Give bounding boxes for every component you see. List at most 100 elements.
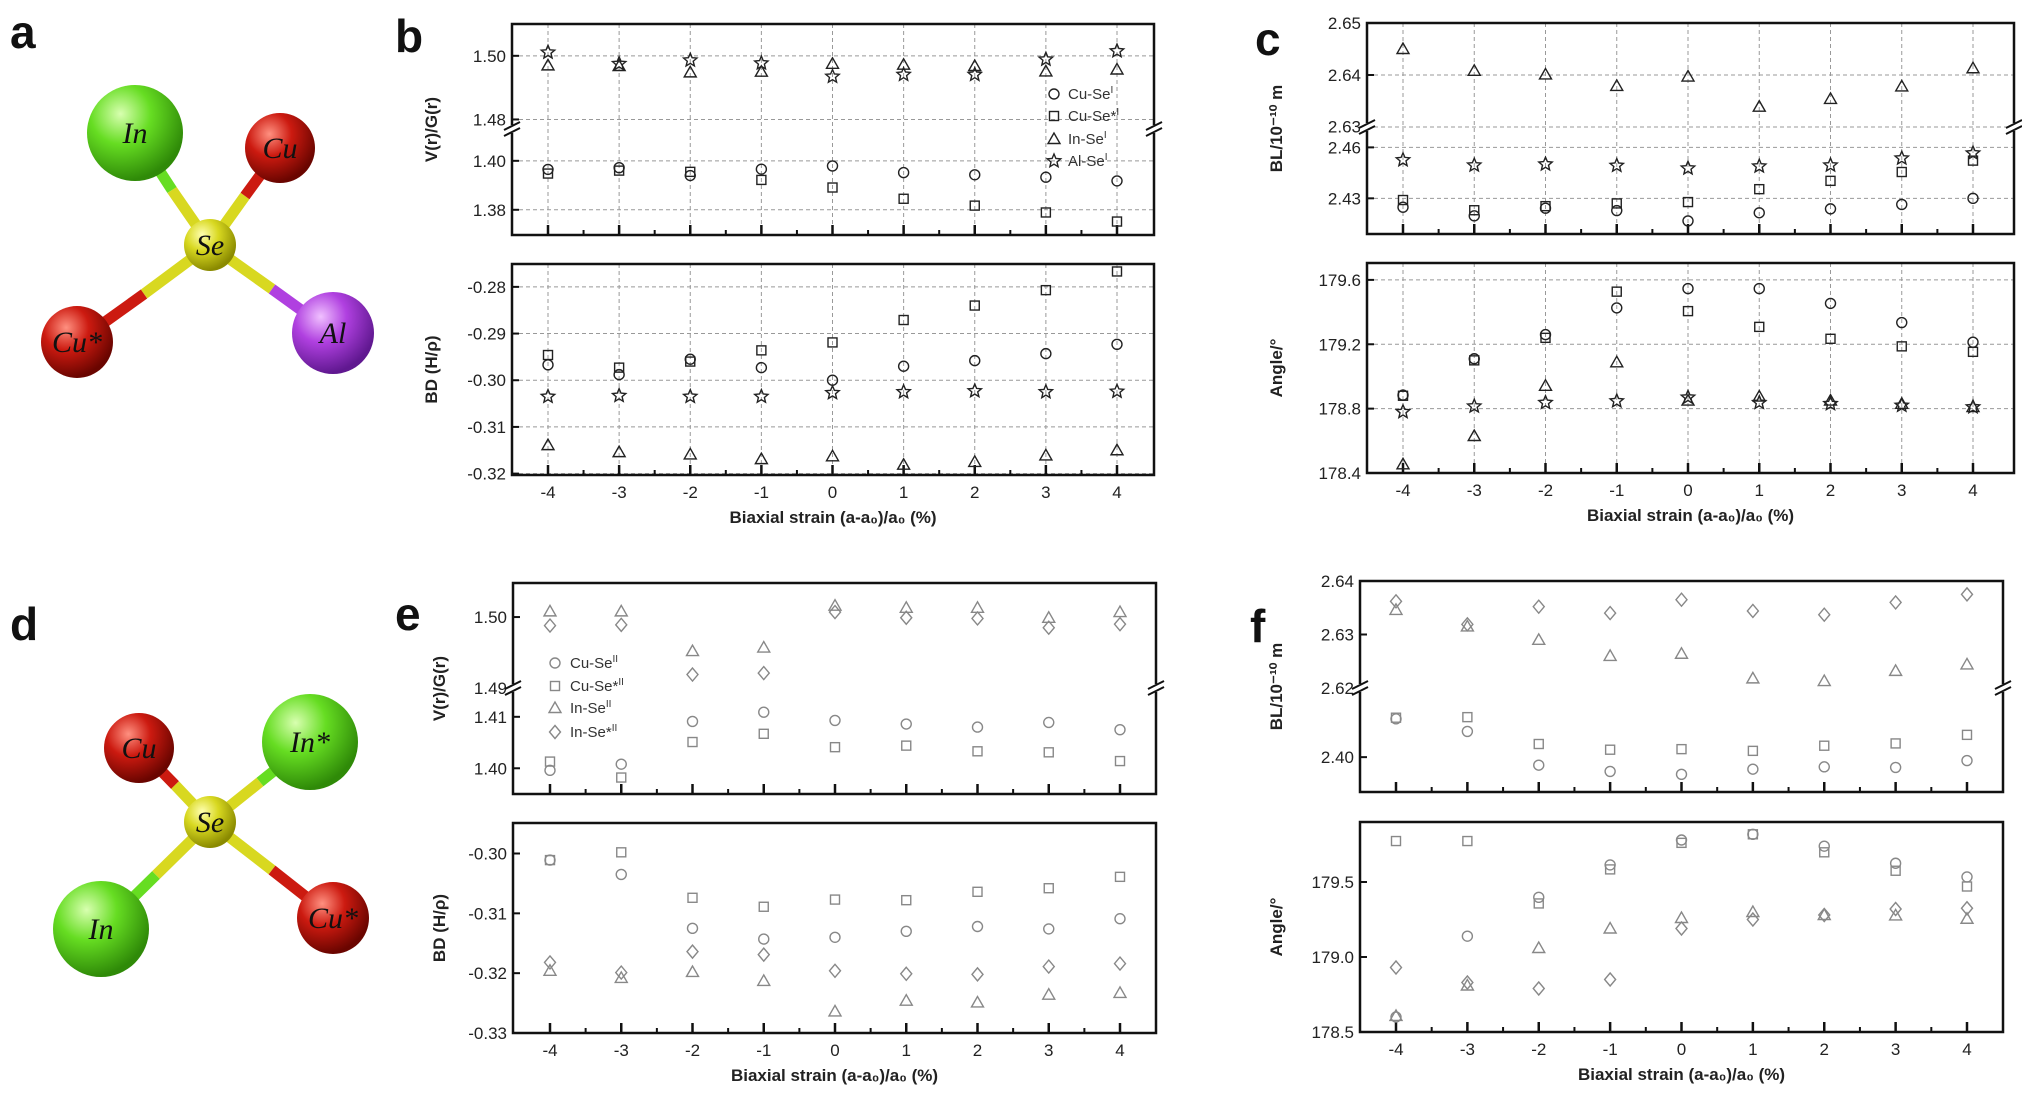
y-tick-label: -0.32 bbox=[467, 465, 506, 484]
data-point bbox=[899, 966, 913, 982]
series-circle bbox=[1390, 828, 1973, 1023]
y-axis-label: V(r)/G(r) bbox=[430, 656, 449, 721]
atom-label: Cu* bbox=[308, 902, 358, 935]
data-point bbox=[1037, 383, 1055, 400]
data-point bbox=[542, 963, 558, 976]
x-tick-label: 4 bbox=[1112, 483, 1121, 502]
data-point bbox=[685, 964, 700, 978]
data-point bbox=[1959, 657, 1975, 670]
series-square bbox=[1390, 711, 1973, 757]
y-tick-label: -0.31 bbox=[468, 904, 507, 923]
atom-al bbox=[292, 292, 374, 374]
data-point bbox=[1967, 192, 1979, 205]
data-point bbox=[686, 944, 699, 960]
data-point bbox=[1750, 393, 1768, 410]
y-tick-label: -0.33 bbox=[468, 1024, 507, 1043]
data-point bbox=[1043, 923, 1055, 935]
data-point bbox=[1114, 755, 1126, 767]
series-triangle bbox=[1395, 41, 1981, 112]
data-point bbox=[1611, 302, 1623, 314]
data-point bbox=[1468, 210, 1480, 222]
data-point bbox=[1818, 840, 1830, 852]
legend-item: Al-SeI bbox=[1045, 152, 1107, 170]
data-point bbox=[970, 995, 985, 1008]
series-triangle bbox=[540, 56, 1125, 78]
atom-label: Se bbox=[196, 229, 224, 262]
data-point bbox=[1611, 198, 1622, 209]
series-square bbox=[542, 165, 1123, 227]
data-point bbox=[542, 349, 554, 361]
atom-in-star bbox=[262, 694, 358, 790]
axis-break-gap bbox=[1147, 125, 1161, 133]
series-star bbox=[1394, 144, 1982, 176]
data-point bbox=[756, 174, 767, 186]
data-point bbox=[1890, 738, 1901, 749]
x-axis-label: Biaxial strain (a-a₀)/a₀ (%) bbox=[729, 508, 936, 527]
data-point bbox=[824, 384, 841, 400]
series-circle bbox=[542, 338, 1123, 386]
x-tick-label: 3 bbox=[1897, 481, 1906, 500]
series-square bbox=[1397, 155, 1979, 216]
plot-frame bbox=[510, 262, 1156, 477]
data-point bbox=[1114, 913, 1126, 925]
x-tick-label: -1 bbox=[1609, 481, 1624, 500]
series-circle bbox=[1390, 713, 1973, 780]
legend-marker-square bbox=[549, 680, 561, 692]
x-tick-label: -2 bbox=[683, 483, 698, 502]
data-point bbox=[1394, 151, 1412, 168]
axis-break-mark bbox=[2005, 125, 2022, 135]
legend-label: Al-SeI bbox=[1068, 152, 1107, 170]
data-point bbox=[966, 382, 984, 399]
data-point bbox=[1109, 442, 1125, 456]
x-tick-label: -3 bbox=[614, 1041, 629, 1060]
data-point bbox=[1964, 144, 1982, 161]
data-point bbox=[614, 970, 629, 984]
data-point bbox=[1042, 959, 1056, 975]
legend-marker-square bbox=[1048, 110, 1060, 122]
legend-name: Al-Se bbox=[1068, 153, 1105, 170]
x-tick-label: 0 bbox=[830, 1041, 839, 1060]
data-point bbox=[539, 387, 557, 404]
data-point bbox=[827, 1004, 843, 1017]
data-point bbox=[895, 65, 913, 82]
data-point bbox=[1467, 63, 1482, 77]
data-point bbox=[1388, 602, 1404, 616]
data-point bbox=[543, 617, 557, 634]
data-point bbox=[542, 168, 554, 179]
atom-label: Cu bbox=[121, 732, 156, 765]
data-point bbox=[1043, 883, 1054, 894]
y-tick-label: -0.31 bbox=[467, 418, 506, 437]
legend-item: Cu-Se*II bbox=[549, 677, 624, 695]
y-tick-label: 1.49 bbox=[474, 679, 507, 698]
data-point bbox=[1460, 616, 1474, 632]
data-point bbox=[540, 57, 556, 71]
y-tick-label: 2.65 bbox=[1328, 14, 1361, 33]
data-point bbox=[1394, 403, 1412, 419]
data-point bbox=[686, 666, 699, 683]
legend-superscript: I bbox=[1105, 152, 1108, 163]
data-point bbox=[1111, 338, 1123, 350]
data-point bbox=[1040, 171, 1052, 183]
y-tick-label: 1.48 bbox=[473, 110, 506, 129]
data-point bbox=[1111, 266, 1123, 277]
data-point bbox=[1896, 316, 1908, 329]
data-point bbox=[827, 598, 843, 611]
subplot-top: 2.64 2.63 2.62 2.40 BL/10⁻¹⁰ m bbox=[1267, 572, 2012, 794]
atom-in bbox=[87, 85, 183, 181]
legend-label: Cu-SeI bbox=[1068, 85, 1113, 103]
data-point bbox=[1964, 398, 1982, 415]
data-point bbox=[756, 345, 767, 356]
data-point bbox=[1754, 183, 1765, 195]
data-point bbox=[757, 665, 771, 681]
data-point bbox=[1747, 828, 1759, 840]
series-diamond bbox=[543, 604, 1127, 683]
data-point bbox=[1679, 388, 1697, 405]
data-point bbox=[1533, 738, 1544, 750]
data-point bbox=[1041, 987, 1056, 1000]
data-point bbox=[1114, 723, 1126, 736]
data-point bbox=[1390, 712, 1402, 723]
chart-panel-b: b 1.50 1.48 1.40 1.38 V(r)/G(r) -0.28 -0.29 -0.3… bbox=[395, 10, 1163, 527]
x-tick-label: 2 bbox=[1820, 1040, 1829, 1059]
y-axis-label: BL/10⁻¹⁰ m bbox=[1267, 643, 1286, 731]
